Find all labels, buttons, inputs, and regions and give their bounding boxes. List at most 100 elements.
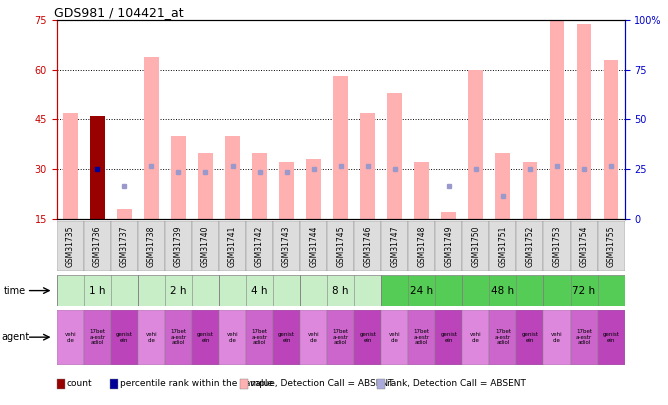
Text: 72 h: 72 h (572, 286, 596, 296)
Bar (144, 57, 159, 219)
Bar (462, 275, 544, 306)
Bar (306, 159, 321, 219)
Text: GSM31755: GSM31755 (607, 225, 615, 267)
Bar (198, 153, 213, 219)
Text: 17bet
a-estr
adiol: 17bet a-estr adiol (90, 329, 106, 345)
Bar (273, 221, 300, 271)
Bar (111, 221, 138, 271)
Bar (327, 221, 354, 271)
Bar (246, 310, 273, 364)
Text: GSM31748: GSM31748 (418, 225, 426, 267)
Text: genist
ein: genist ein (116, 332, 133, 343)
Bar (576, 23, 591, 219)
Text: GSM31738: GSM31738 (147, 225, 156, 267)
Bar (57, 275, 138, 306)
Text: GSM31749: GSM31749 (444, 225, 454, 267)
Bar (570, 310, 598, 364)
Text: 17bet
a-estr
adiol: 17bet a-estr adiol (170, 329, 186, 345)
Bar (300, 221, 327, 271)
Bar (490, 221, 516, 271)
Text: genist
ein: genist ein (359, 332, 376, 343)
Bar (300, 275, 381, 306)
Text: GSM31745: GSM31745 (336, 225, 345, 267)
Text: GSM31752: GSM31752 (526, 225, 534, 267)
Bar (63, 113, 77, 219)
Bar (165, 310, 192, 364)
Bar (462, 310, 490, 364)
Bar (84, 310, 111, 364)
Text: vehi
cle: vehi cle (65, 332, 76, 343)
Bar (436, 310, 462, 364)
Bar (57, 221, 84, 271)
Bar (381, 221, 408, 271)
Bar (604, 60, 619, 219)
Text: GSM31741: GSM31741 (228, 225, 237, 267)
Bar (550, 20, 564, 219)
Text: vehi
cle: vehi cle (308, 332, 319, 343)
Text: GSM31743: GSM31743 (282, 225, 291, 267)
Bar (90, 116, 105, 219)
Bar (598, 310, 625, 364)
Text: rank, Detection Call = ABSENT: rank, Detection Call = ABSENT (387, 379, 526, 388)
Bar (414, 162, 430, 219)
Text: GSM31737: GSM31737 (120, 225, 129, 267)
Bar (225, 136, 240, 219)
Bar (522, 162, 537, 219)
Bar (327, 310, 354, 364)
Bar (165, 221, 192, 271)
Bar (462, 221, 490, 271)
Text: GSM31735: GSM31735 (66, 225, 75, 267)
Bar (381, 275, 462, 306)
Text: 1 h: 1 h (89, 286, 106, 296)
Bar (408, 310, 436, 364)
Bar (84, 221, 111, 271)
Text: 17bet
a-estr
adiol: 17bet a-estr adiol (252, 329, 268, 345)
Bar (468, 70, 484, 219)
Bar (516, 221, 544, 271)
Text: vehi
cle: vehi cle (470, 332, 482, 343)
Bar (544, 310, 570, 364)
Bar (490, 310, 516, 364)
Text: percentile rank within the sample: percentile rank within the sample (120, 379, 273, 388)
Text: 8 h: 8 h (333, 286, 349, 296)
Text: GSM31751: GSM31751 (498, 225, 508, 267)
Text: GSM31740: GSM31740 (201, 225, 210, 267)
Text: GSM31754: GSM31754 (580, 225, 589, 267)
Text: 4 h: 4 h (251, 286, 268, 296)
Text: 17bet
a-estr
adiol: 17bet a-estr adiol (413, 329, 430, 345)
Bar (544, 275, 625, 306)
Bar (442, 212, 456, 219)
Bar (57, 310, 84, 364)
Text: 48 h: 48 h (492, 286, 514, 296)
Bar (354, 221, 381, 271)
Text: genist
ein: genist ein (278, 332, 295, 343)
Text: vehi
cle: vehi cle (389, 332, 401, 343)
Text: genist
ein: genist ein (440, 332, 458, 343)
Text: vehi
cle: vehi cle (226, 332, 238, 343)
Bar (252, 153, 267, 219)
Bar (496, 153, 510, 219)
Text: genist
ein: genist ein (603, 332, 619, 343)
Bar (436, 221, 462, 271)
Bar (279, 162, 294, 219)
Text: vehi
cle: vehi cle (551, 332, 563, 343)
Text: 2 h: 2 h (170, 286, 186, 296)
Bar (192, 310, 219, 364)
Bar (219, 310, 246, 364)
Text: 17bet
a-estr
adiol: 17bet a-estr adiol (495, 329, 511, 345)
Text: GSM31744: GSM31744 (309, 225, 318, 267)
Text: time: time (3, 286, 25, 296)
Bar (219, 221, 246, 271)
Bar (117, 209, 132, 219)
Text: GDS981 / 104421_at: GDS981 / 104421_at (54, 6, 184, 19)
Bar (381, 310, 408, 364)
Text: value, Detection Call = ABSENT: value, Detection Call = ABSENT (250, 379, 394, 388)
Bar (138, 221, 165, 271)
Bar (219, 275, 300, 306)
Text: genist
ein: genist ein (522, 332, 538, 343)
Text: GSM31736: GSM31736 (93, 225, 102, 267)
Text: count: count (67, 379, 92, 388)
Text: GSM31750: GSM31750 (472, 225, 480, 267)
Text: GSM31739: GSM31739 (174, 225, 183, 267)
Bar (246, 221, 273, 271)
